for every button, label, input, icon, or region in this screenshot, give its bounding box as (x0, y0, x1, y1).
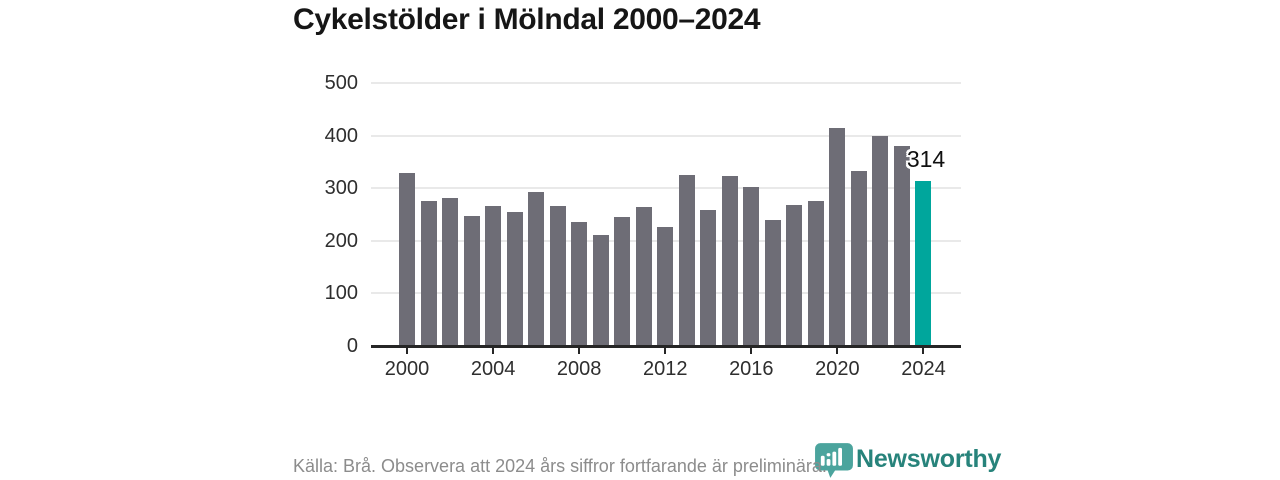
x-tick-label-2000: 2000 (384, 358, 430, 380)
plot-area (371, 82, 961, 346)
bar-2019 (807, 201, 824, 346)
chart-title: Cykelstölder i Mölndal 2000–2024 (293, 3, 761, 36)
y-tick-label-200: 200 (324, 229, 358, 252)
bar-2023 (893, 146, 910, 346)
bar-2014 (700, 209, 717, 346)
bar-2009 (592, 234, 609, 346)
x-tick-2020 (836, 348, 839, 354)
bar-2017 (764, 219, 781, 346)
x-tick-2012 (664, 348, 667, 354)
source-note: Källa: Brå. Observera att 2024 års siffr… (293, 456, 827, 476)
bar-2024 (915, 180, 932, 346)
x-axis-labels: 2000 2004 2008 2012 2016 2020 2024 (371, 348, 961, 388)
gridline-400 (371, 134, 961, 137)
y-tick-label-400: 400 (324, 124, 358, 147)
highlight-value-label: 314 (906, 146, 946, 172)
x-tick-2016 (750, 348, 753, 354)
y-tick-label-100: 100 (324, 282, 358, 305)
x-tick-2024 (922, 348, 925, 354)
x-tick-label-2016: 2016 (729, 358, 774, 380)
bar-2006 (528, 191, 545, 346)
bar-2016 (743, 187, 760, 346)
x-tick-2004 (492, 348, 495, 354)
gridline-300 (371, 187, 961, 190)
bar-2015 (721, 175, 738, 346)
bar-2012 (657, 226, 674, 346)
bar-2018 (786, 205, 803, 346)
x-axis-line (371, 345, 961, 348)
x-tick-label-2020: 2020 (815, 358, 860, 380)
bar-2003 (463, 215, 480, 346)
x-tick-2008 (578, 348, 581, 354)
y-tick-label-300: 300 (324, 177, 358, 200)
x-tick-2000 (406, 348, 408, 354)
y-axis-labels: 0 100 200 300 400 500 (280, 72, 358, 357)
x-tick-label-2004: 2004 (470, 358, 516, 380)
bar-2002 (442, 198, 459, 346)
bar-2010 (614, 217, 631, 346)
y-tick-label-0: 0 (346, 335, 358, 357)
bar-2007 (549, 206, 566, 346)
bar-2013 (678, 175, 695, 346)
bar-2000 (399, 173, 415, 346)
gridline-500 (371, 82, 961, 84)
bar-2001 (420, 200, 437, 346)
y-tick-label-500: 500 (324, 72, 358, 94)
newsworthy-wordmark: Newsworthy (856, 445, 1002, 473)
newsworthy-chart-pin-icon (815, 443, 853, 478)
x-tick-label-2012: 2012 (642, 358, 688, 380)
bar-2005 (506, 212, 523, 346)
bar-2020 (829, 128, 846, 346)
x-tick-label-2008: 2008 (556, 358, 602, 380)
bar-2008 (571, 221, 588, 346)
bar-2011 (635, 207, 652, 346)
bar-2022 (872, 135, 889, 346)
bar-2021 (850, 170, 867, 346)
bar-2004 (485, 206, 502, 346)
x-tick-label-2024: 2024 (901, 358, 946, 380)
